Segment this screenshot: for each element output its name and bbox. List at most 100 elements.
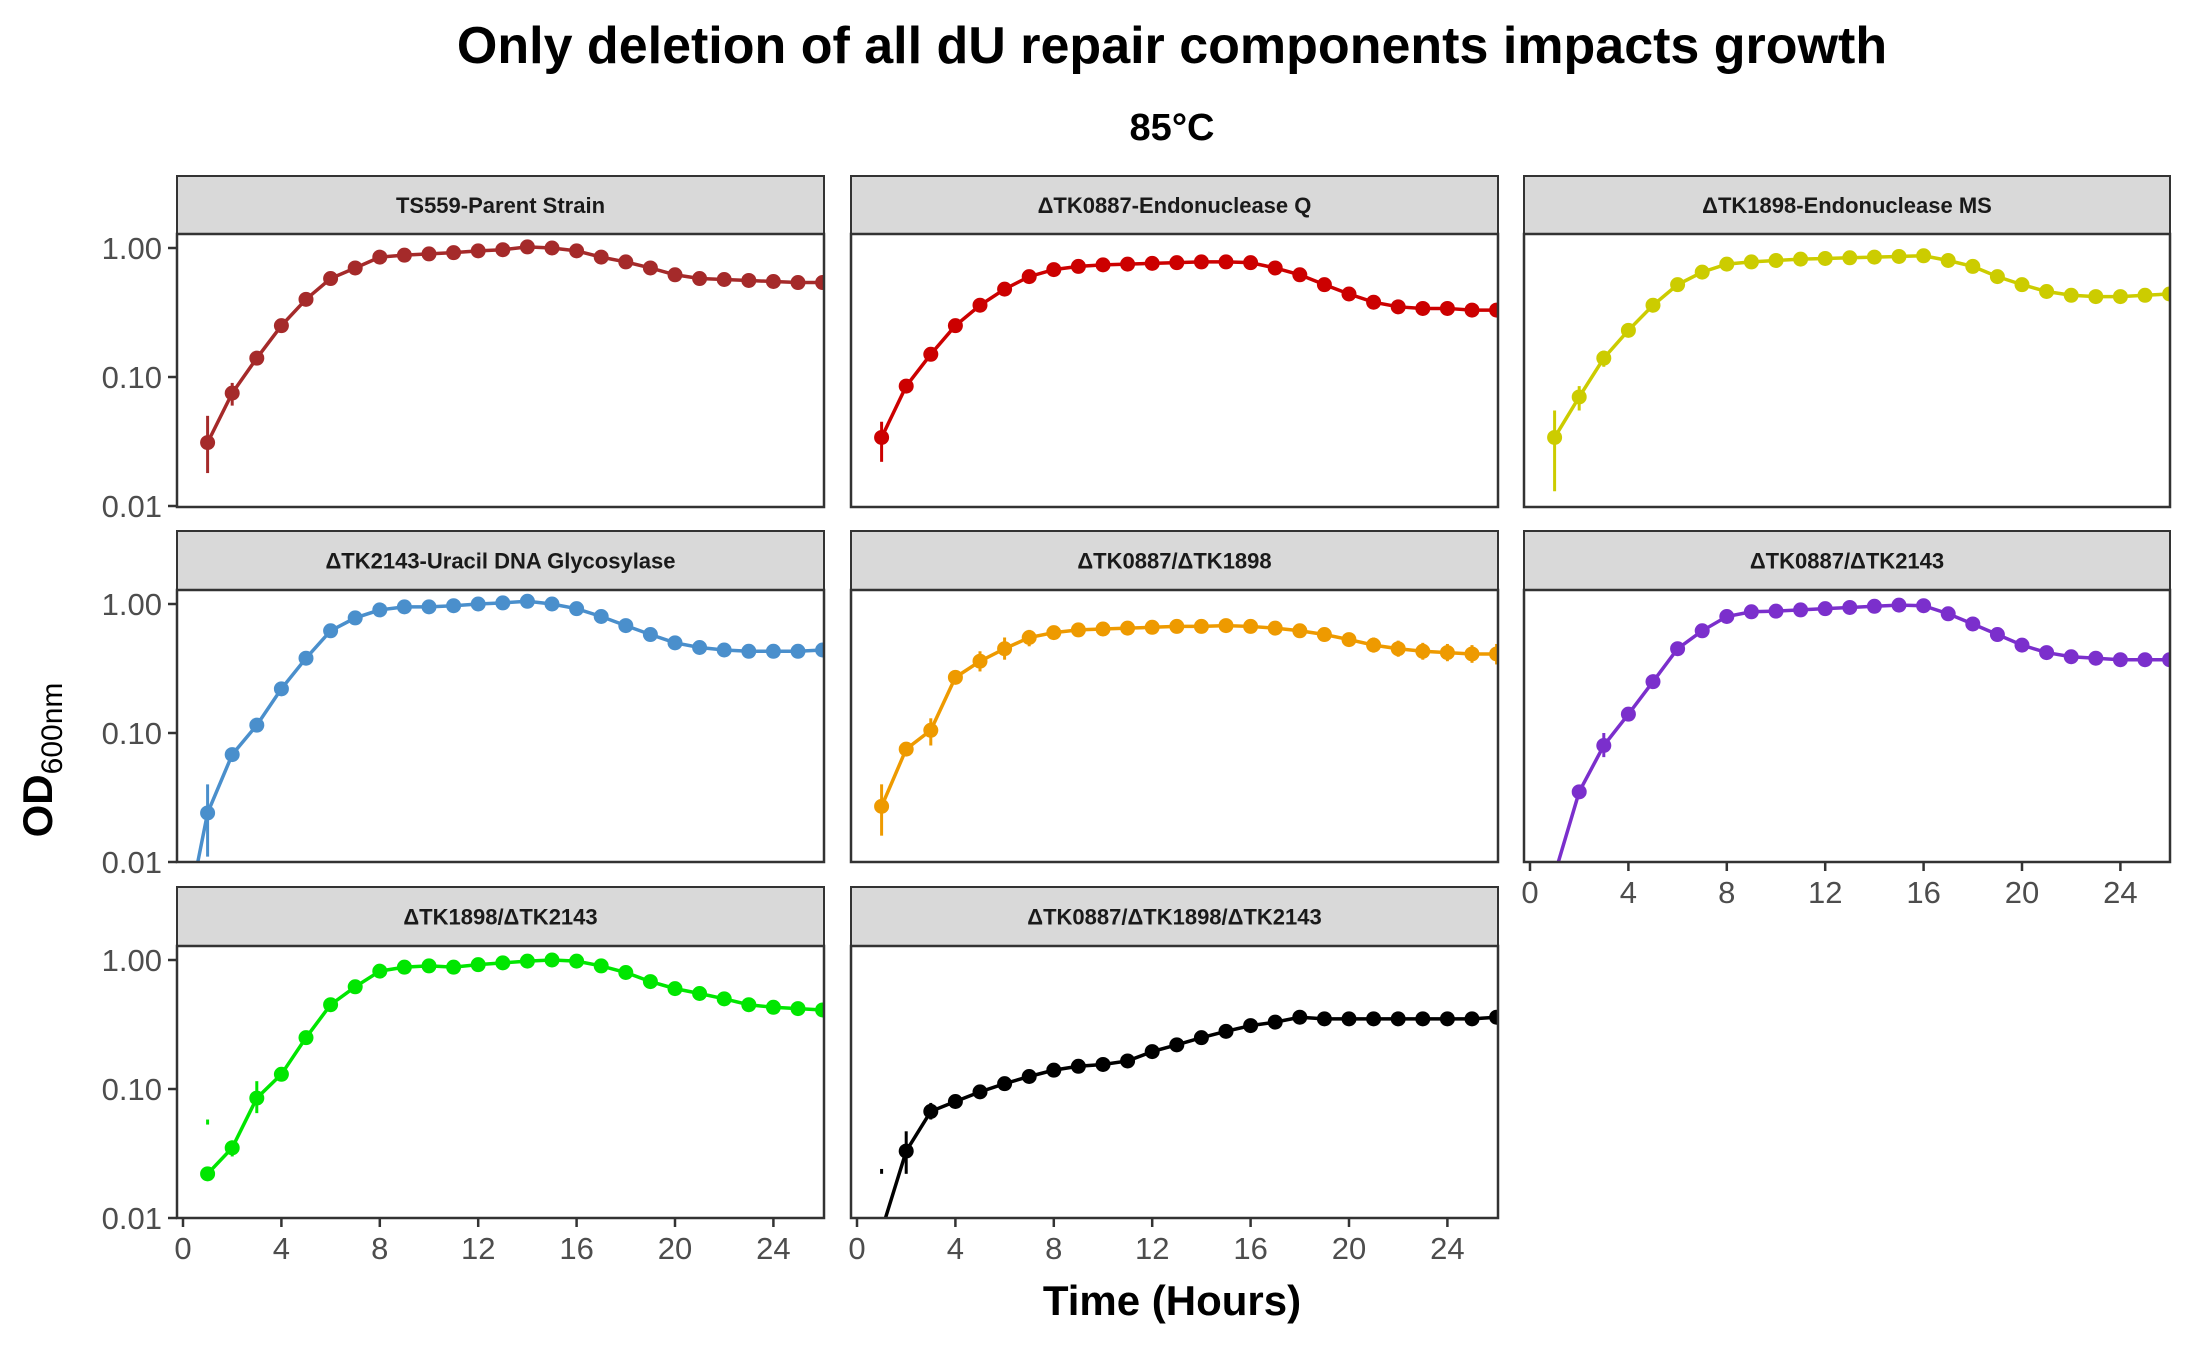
data-point bbox=[1021, 269, 1037, 285]
data-point bbox=[1120, 1053, 1136, 1069]
facet-panel: ΔTK2143-Uracil DNA Glycosylase 0.01 0.10 1.… bbox=[102, 530, 826, 880]
x-tick-label: 20 bbox=[1332, 1231, 1366, 1266]
data-point bbox=[249, 717, 265, 733]
data-point bbox=[997, 641, 1013, 657]
data-point bbox=[1415, 300, 1431, 316]
data-point bbox=[1120, 256, 1136, 272]
data-point bbox=[1366, 294, 1382, 310]
data-point bbox=[642, 260, 658, 276]
facet-strip-label: ΔTK0887/ΔTK1898 bbox=[1077, 549, 1271, 574]
data-point bbox=[898, 1143, 914, 1159]
data-point bbox=[765, 273, 781, 289]
data-point bbox=[1768, 603, 1784, 619]
data-point bbox=[815, 642, 824, 658]
data-point bbox=[2112, 289, 2128, 305]
data-point bbox=[1620, 706, 1636, 722]
data-point bbox=[692, 271, 708, 287]
y-tick-label: 0.10 bbox=[102, 716, 162, 751]
facet-panel: ΔTK0887/ΔTK1898 bbox=[849, 530, 1500, 864]
data-point bbox=[1743, 604, 1759, 620]
data-point bbox=[347, 260, 363, 276]
data-point bbox=[741, 272, 757, 288]
facet-strip-label: ΔTK0887-Endonuclease Q bbox=[1038, 193, 1312, 218]
data-point bbox=[790, 643, 806, 659]
data-point bbox=[519, 239, 535, 255]
data-point bbox=[2014, 277, 2030, 293]
panel-border bbox=[1522, 232, 2172, 509]
x-tick-label: 16 bbox=[1233, 1231, 1267, 1266]
facet-panel: ΔTK1898/ΔTK2143 0.01 0.10 1.00 0 4 8 12 16 20 24 bbox=[102, 886, 826, 1266]
facet-panel: ΔTK0887-Endonuclease Q bbox=[849, 175, 1500, 509]
data-point bbox=[1989, 627, 2005, 643]
data-point bbox=[1193, 618, 1209, 634]
data-point bbox=[1193, 1030, 1209, 1046]
y-tick-label: 1.00 bbox=[102, 943, 162, 978]
data-point bbox=[1218, 1023, 1234, 1039]
data-point bbox=[1489, 302, 1498, 318]
facet-strip-label: ΔTK0887/ΔTK1898/ΔTK2143 bbox=[1027, 905, 1321, 930]
data-point bbox=[1267, 1014, 1283, 1030]
data-point bbox=[923, 1103, 939, 1119]
data-point bbox=[1341, 632, 1357, 648]
facet-strip-label: TS559-Parent Strain bbox=[396, 193, 605, 218]
data-point bbox=[1719, 256, 1735, 272]
data-point bbox=[1940, 253, 1956, 269]
data-point bbox=[298, 650, 314, 666]
series-layer bbox=[1547, 248, 2170, 492]
data-point bbox=[618, 254, 634, 270]
data-point bbox=[1439, 300, 1455, 316]
data-point bbox=[1464, 302, 1480, 318]
x-tick-label: 16 bbox=[559, 1231, 593, 1266]
data-point bbox=[1817, 250, 1833, 266]
data-point bbox=[1989, 269, 2005, 285]
data-point bbox=[1866, 249, 1882, 265]
data-point bbox=[1743, 254, 1759, 270]
data-point bbox=[1415, 643, 1431, 659]
data-point bbox=[1292, 1009, 1308, 1025]
facet-panel: ΔTK1898-Endonuclease MS bbox=[1522, 175, 2172, 509]
data-point bbox=[1070, 258, 1086, 274]
data-point bbox=[1243, 618, 1259, 634]
data-point bbox=[716, 271, 732, 287]
data-point bbox=[396, 959, 412, 975]
x-tick-label: 0 bbox=[848, 1231, 865, 1266]
series-layer bbox=[200, 239, 824, 474]
data-point bbox=[667, 981, 683, 997]
data-point bbox=[667, 635, 683, 651]
data-point bbox=[1620, 322, 1636, 338]
data-point bbox=[1341, 286, 1357, 302]
data-point bbox=[1070, 622, 1086, 638]
x-tick-label: 4 bbox=[273, 1231, 290, 1266]
data-point bbox=[765, 643, 781, 659]
facet-strip bbox=[850, 175, 1499, 235]
data-point bbox=[1021, 1068, 1037, 1084]
data-point bbox=[519, 593, 535, 609]
facet-strip-label: ΔTK1898-Endonuclease MS bbox=[1702, 193, 1992, 218]
data-point bbox=[1940, 606, 1956, 622]
panel-border bbox=[1522, 588, 2172, 864]
data-point bbox=[200, 1166, 216, 1182]
facet-panels: TS559-Parent Strain 0.01 0.10 1.00 ΔTK0887-E… bbox=[102, 175, 2172, 1266]
y-axis-title-main: OD bbox=[14, 774, 61, 837]
data-point bbox=[421, 958, 437, 974]
data-point bbox=[1390, 1011, 1406, 1027]
data-point bbox=[1169, 1037, 1185, 1053]
facet-strip bbox=[1523, 175, 2171, 235]
data-point bbox=[372, 963, 388, 979]
data-point bbox=[1144, 619, 1160, 635]
data-point bbox=[569, 243, 585, 259]
data-point bbox=[1390, 641, 1406, 657]
data-point bbox=[200, 805, 216, 821]
series-line bbox=[196, 599, 823, 862]
data-point bbox=[1439, 1011, 1455, 1027]
data-point bbox=[1719, 609, 1735, 625]
data-point bbox=[421, 246, 437, 262]
facet-strip bbox=[850, 530, 1499, 591]
data-point bbox=[923, 346, 939, 362]
series-layer bbox=[874, 254, 1498, 462]
data-point bbox=[1341, 1011, 1357, 1027]
data-point bbox=[1095, 1056, 1111, 1072]
series-line bbox=[880, 260, 1497, 439]
data-point bbox=[1596, 738, 1612, 754]
data-point bbox=[470, 243, 486, 259]
